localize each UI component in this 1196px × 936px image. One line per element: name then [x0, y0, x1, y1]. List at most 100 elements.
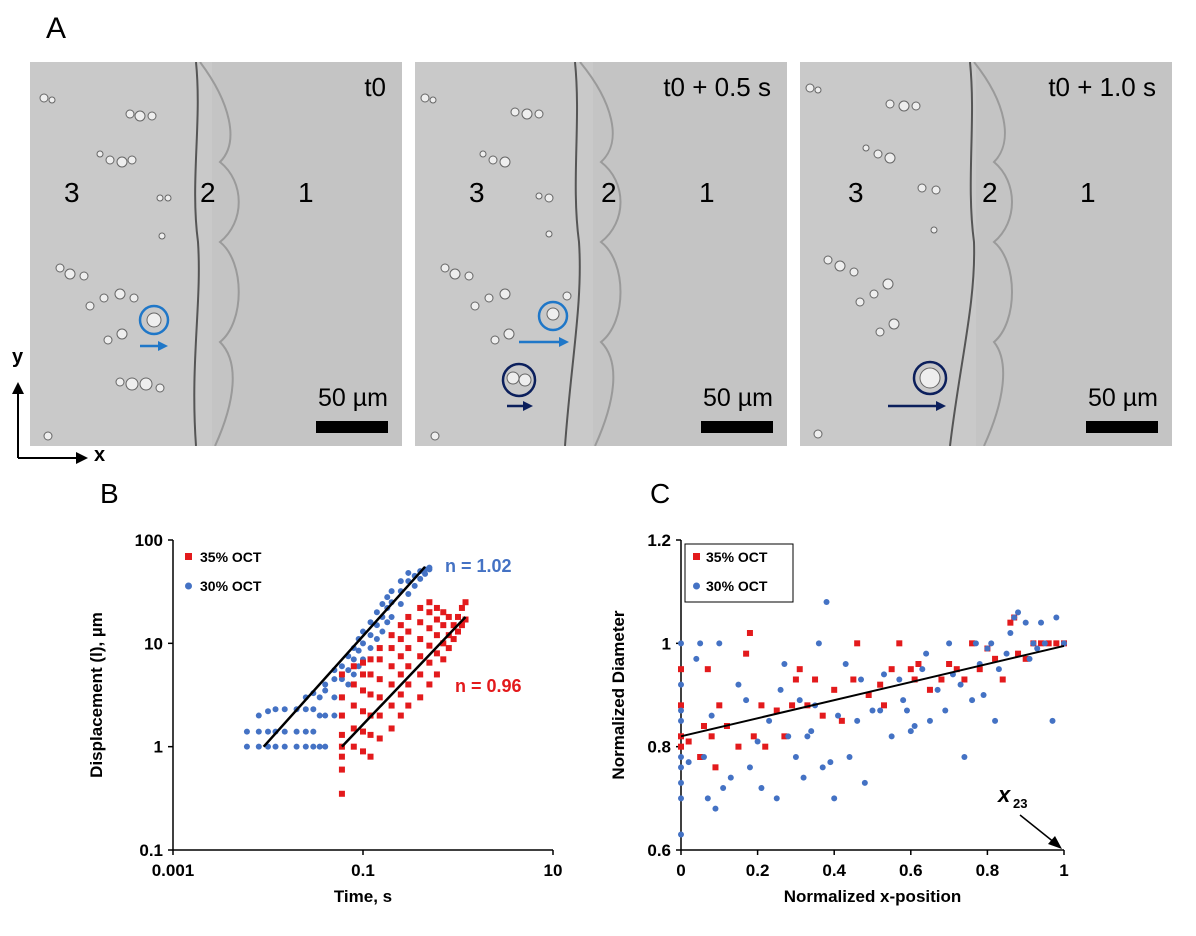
data-point-35-oct [896, 640, 903, 647]
data-point-30-oct [310, 706, 317, 713]
data-point-35-oct [992, 655, 999, 662]
data-point-30-oct [720, 785, 727, 791]
data-point-30-oct [804, 733, 811, 740]
data-point-35-oct [367, 753, 374, 760]
data-point-30-oct [1053, 614, 1060, 621]
data-point-30-oct [911, 723, 918, 729]
legend-box [684, 543, 794, 603]
data-point-35-oct [426, 599, 433, 606]
data-point-30-oct [743, 697, 750, 704]
data-point-30-oct [367, 645, 374, 652]
data-point-30-oct [322, 743, 329, 750]
data-point-30-oct [808, 728, 815, 735]
data-point-30-oct [397, 578, 404, 585]
x-tick-label: 0.001 [152, 861, 195, 880]
data-point-35-oct [417, 671, 424, 678]
data-point-30-oct [823, 599, 830, 605]
data-point-35-oct [360, 659, 366, 666]
y-axis-letter: y [12, 346, 24, 368]
data-point-30-oct [1007, 630, 1014, 636]
data-point-35-oct [450, 636, 457, 643]
data-point-30-oct [766, 717, 773, 724]
y-tick-label: 0.6 [647, 841, 671, 860]
data-point-30-oct [272, 706, 279, 713]
data-point-35-oct [397, 653, 404, 660]
data-point-35-oct [388, 681, 395, 688]
data-point-30-oct [417, 575, 424, 582]
data-point-30-oct [265, 728, 271, 735]
data-point-30-oct [861, 779, 868, 786]
data-point-30-oct [411, 582, 418, 589]
data-point-35-oct [938, 676, 945, 683]
data-point-30-oct [946, 640, 953, 647]
data-point-35-oct [781, 733, 788, 740]
data-point-30-oct [961, 754, 968, 760]
data-point-30-oct [255, 743, 262, 750]
data-point-35-oct [999, 676, 1006, 683]
data-point-30-oct [397, 601, 404, 608]
region-label-3: 3 [469, 177, 485, 208]
data-point-30-oct [716, 640, 723, 647]
data-point-30-oct [1003, 650, 1010, 657]
y-tick-label: 0.1 [139, 841, 163, 860]
data-point-30-oct [1061, 640, 1067, 647]
data-point-35-oct [1022, 655, 1029, 662]
data-point-30-oct [1011, 614, 1018, 621]
data-point-35-oct [796, 666, 803, 673]
data-point-35-oct [1007, 619, 1014, 626]
data-point-35-oct [953, 666, 960, 673]
data-point-35-oct [458, 622, 465, 629]
data-point-30-oct [1030, 640, 1037, 647]
data-point-30-oct [831, 795, 838, 802]
data-point-30-oct [792, 754, 799, 760]
data-point-35-oct [426, 609, 433, 616]
y-tick-label: 1 [154, 738, 163, 757]
data-point-30-oct [367, 632, 374, 639]
data-point-35-oct [376, 676, 383, 683]
data-point-30-oct [367, 619, 374, 626]
data-point-30-oct [350, 671, 357, 678]
data-point-30-oct [316, 743, 323, 750]
data-point-35-oct [854, 640, 861, 647]
x-tick-label: 1 [1059, 861, 1068, 880]
legend-label-35-oct: 35% OCT [200, 549, 262, 565]
data-point-30-oct [360, 640, 366, 647]
data-point-30-oct [712, 805, 719, 812]
data-point-30-oct [331, 694, 338, 701]
data-point-35-oct [445, 613, 452, 620]
region-label-2: 2 [601, 177, 617, 208]
data-point-30-oct [877, 707, 884, 714]
data-point-30-oct [972, 640, 979, 647]
data-point-35-oct [417, 653, 424, 660]
data-point-35-oct [426, 659, 433, 666]
data-point-35-oct [350, 743, 357, 750]
data-point-30-oct [819, 764, 826, 771]
data-point-35-oct [350, 663, 357, 670]
xy-axis-indicator [12, 382, 88, 464]
data-point-35-oct [1038, 640, 1045, 647]
data-point-35-oct [440, 656, 447, 663]
data-point-35-oct [417, 619, 424, 626]
data-point-35-oct [685, 738, 692, 745]
data-point-35-oct [678, 743, 684, 750]
y-tick-label: 10 [144, 634, 163, 653]
y-tick-label: 1.2 [647, 531, 671, 550]
data-point-35-oct [445, 645, 452, 652]
data-point-30-oct [896, 676, 903, 683]
micrograph-t0-1-0s: t0 + 1.0 s 3 2 1 50 µm [800, 62, 1172, 446]
data-point-35-oct [712, 764, 719, 771]
scale-bar-label: 50 µm [1088, 384, 1158, 412]
data-point-30-oct [1049, 717, 1056, 724]
data-point-35-oct [376, 645, 383, 652]
data-point-30-oct [992, 717, 999, 724]
fit-line [680, 644, 1065, 738]
data-point-35-oct [338, 731, 345, 738]
data-point-30-oct [907, 728, 914, 735]
data-point-35-oct [888, 666, 895, 673]
data-point-30-oct [1038, 619, 1045, 626]
data-point-30-oct [379, 601, 386, 608]
data-point-35-oct [360, 728, 366, 735]
data-point-30-oct [388, 613, 395, 620]
data-point-35-oct [360, 708, 366, 715]
